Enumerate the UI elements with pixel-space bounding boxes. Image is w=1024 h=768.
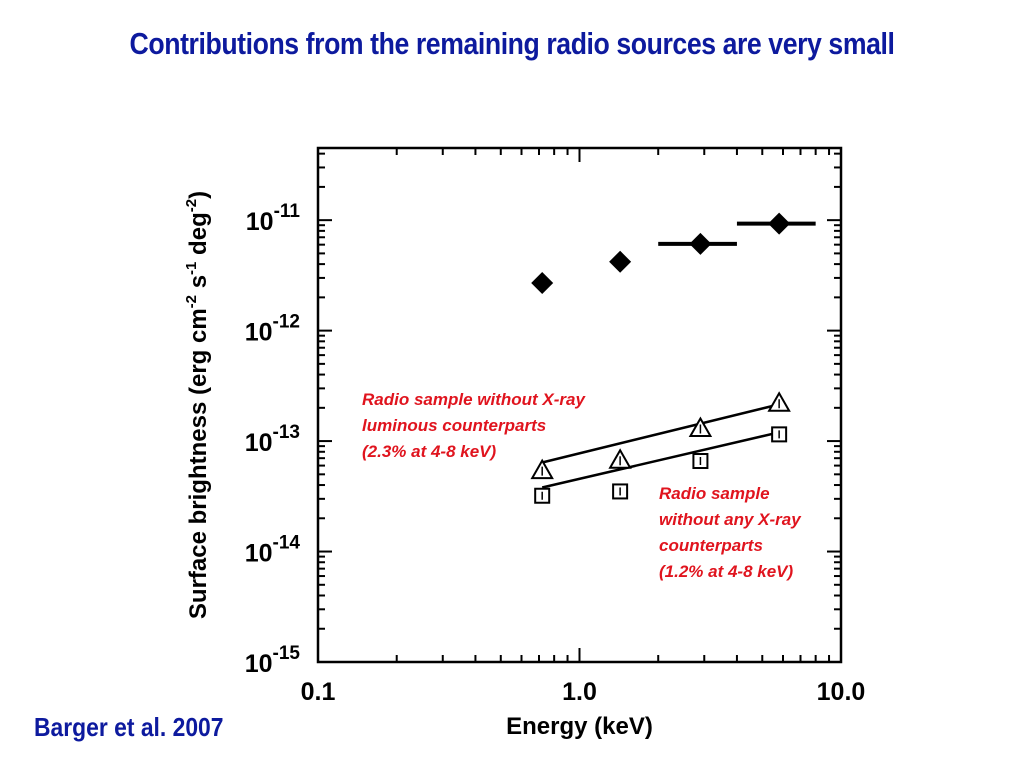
annotation-line: Radio sample without X-ray <box>362 390 586 409</box>
y-tick-label: 10-15 <box>245 643 301 678</box>
y-axis-title: Surface brightness (erg cm-2 s-1 deg-2) <box>183 191 212 619</box>
y-tick-exponent: -14 <box>273 533 301 554</box>
annotation-line: counterparts <box>659 536 763 555</box>
x-axis-title: Energy (keV) <box>506 713 653 740</box>
y-axis-title-part: s <box>185 275 212 295</box>
x-axis-ticks <box>317 148 831 662</box>
x-tick-label: 10.0 <box>817 678 866 706</box>
y-axis-title-part: -1 <box>183 262 200 275</box>
y-tick-label: 10-11 <box>246 201 301 236</box>
fit-line-triangle <box>541 403 780 464</box>
y-tick-base: 10 <box>246 208 274 236</box>
diamond-marker <box>609 250 632 273</box>
x-axis-tick-labels: 0.1 1.0 10.0 <box>301 678 866 706</box>
y-tick-base: 10 <box>245 429 273 457</box>
annotation-line: (2.3% at 4-8 keV) <box>362 442 497 461</box>
y-tick-label: 10-13 <box>245 422 300 457</box>
annotations: Radio sample without X-ray luminous count… <box>362 390 802 581</box>
annotation-line: Radio sample <box>659 484 770 503</box>
citation: Barger et al. 2007 <box>34 712 224 742</box>
y-tick-exponent: -13 <box>273 422 300 443</box>
y-tick-exponent: -12 <box>273 312 300 333</box>
y-tick-base: 10 <box>245 650 273 678</box>
y-tick-base: 10 <box>245 540 273 568</box>
y-axis-ticks <box>318 152 841 663</box>
y-tick-exponent: -15 <box>273 643 301 664</box>
annotation-line: without any X-ray <box>659 510 802 529</box>
annotation-line: (1.2% at 4-8 keV) <box>659 562 794 581</box>
diamond-marker <box>531 271 554 294</box>
data-markers <box>530 212 816 504</box>
y-tick-label: 10-14 <box>245 533 301 568</box>
y-tick-label: 10-12 <box>245 312 300 347</box>
annotation-line: luminous counterparts <box>362 416 546 435</box>
y-axis-title-part: -2 <box>183 295 200 308</box>
y-axis-title-part: deg <box>185 212 212 261</box>
x-tick-label: 0.1 <box>301 678 336 706</box>
slide-title: Contributions from the remaining radio s… <box>129 26 895 61</box>
y-tick-exponent: -11 <box>274 201 301 222</box>
fit-lines <box>541 403 780 489</box>
diamond-marker <box>689 232 712 255</box>
y-axis-title-part: -2 <box>183 199 200 212</box>
y-axis-title-part: ) <box>185 191 212 199</box>
y-axis-title-part: Surface brightness (erg cm <box>185 308 212 619</box>
fit-line-square <box>541 431 780 489</box>
y-tick-base: 10 <box>245 319 273 347</box>
diamond-marker <box>768 212 791 235</box>
x-tick-label: 1.0 <box>562 678 597 706</box>
